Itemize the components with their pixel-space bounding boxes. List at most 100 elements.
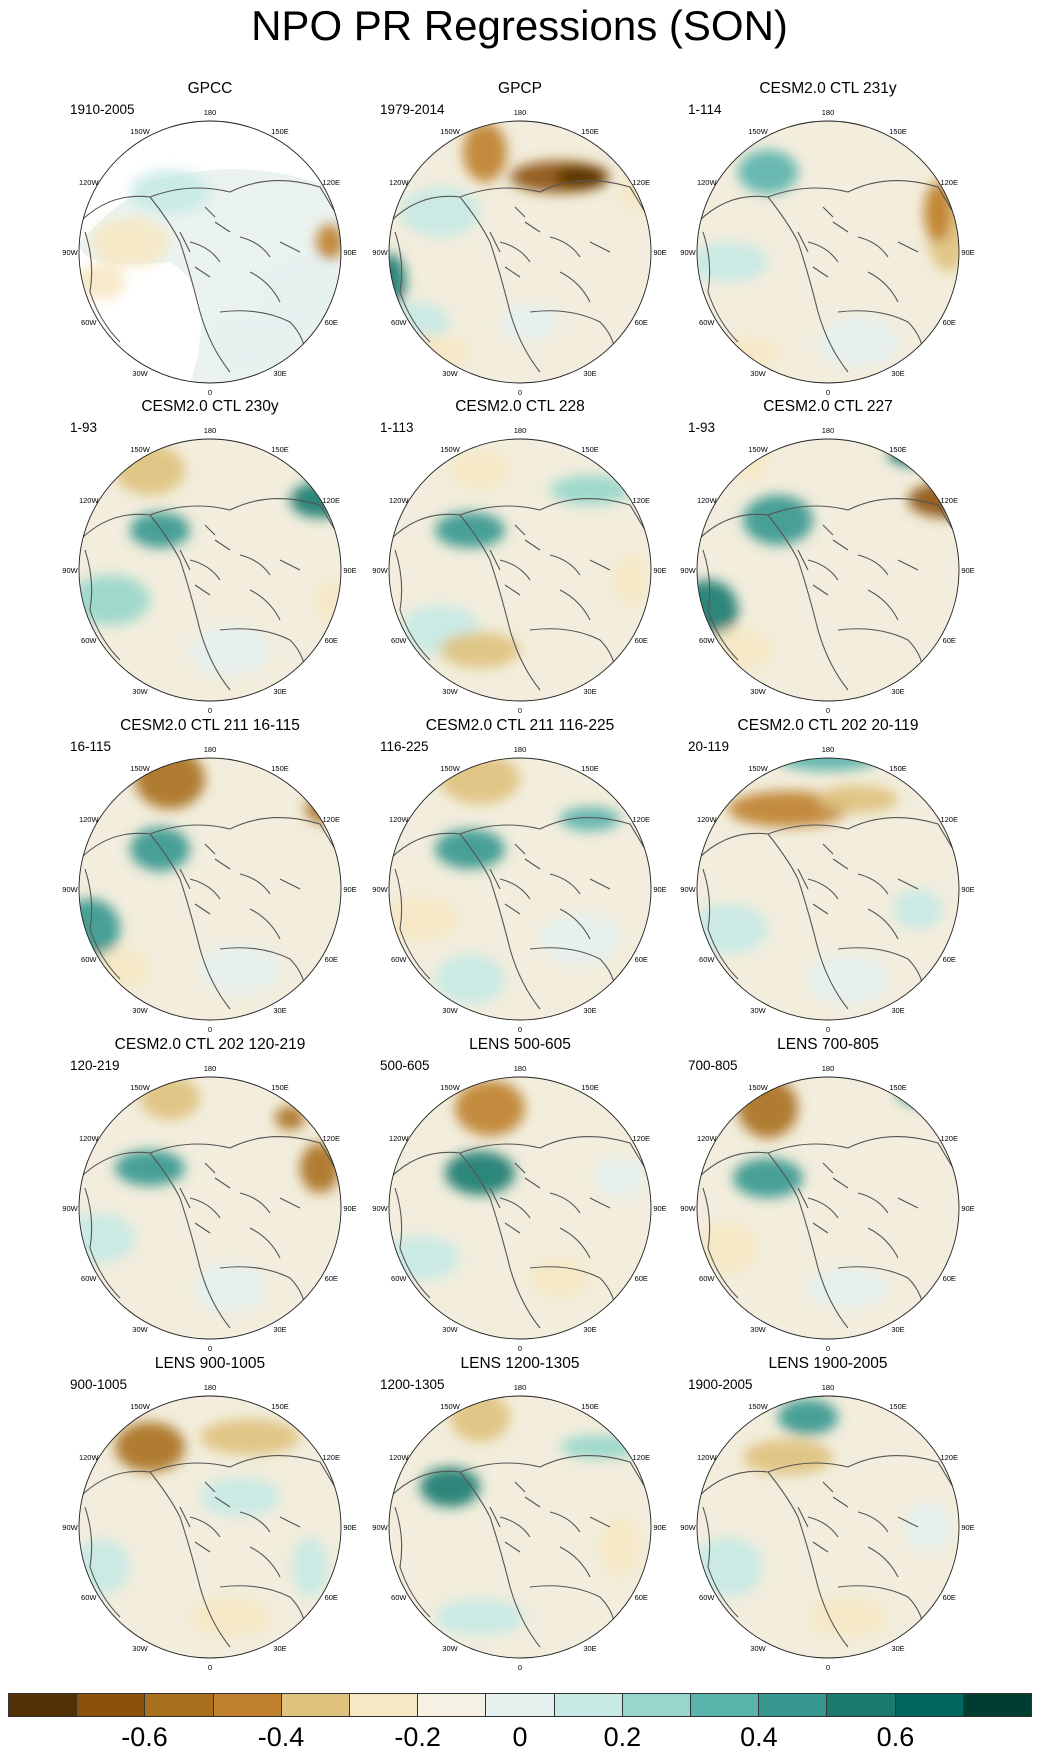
longitude-label: 60E	[325, 955, 338, 964]
longitude-label: 90E	[961, 1204, 974, 1213]
longitude-label: 60E	[635, 318, 648, 327]
colorbar-label: 0	[512, 1722, 528, 1752]
longitude-label: 30W	[750, 369, 766, 378]
longitude-label: 150E	[271, 1402, 289, 1411]
coastlines	[79, 180, 336, 373]
longitude-label: 60E	[943, 318, 956, 327]
panel-period: 900-1005	[70, 1377, 128, 1392]
longitude-label: 0	[518, 706, 522, 715]
longitude-label: 180	[822, 1064, 835, 1073]
longitude-label: 0	[518, 1344, 522, 1353]
map-boundary	[78, 438, 342, 702]
map-panel: 180 150E 120E 90E 60E 30E 0 30W 60W 90W 120W 150W CE…	[60, 1036, 360, 1353]
map-boundary	[388, 1076, 652, 1340]
longitude-label: 90W	[62, 885, 78, 894]
polar-map: 180 150E 120E 90E 60E 30E 0 30W 60W 90W 120W 150W	[372, 1064, 666, 1353]
longitude-label: 120W	[697, 1453, 718, 1462]
longitude-label: 90E	[961, 885, 974, 894]
longitude-label: 30W	[132, 369, 148, 378]
longitude-label: 0	[208, 1025, 212, 1034]
longitude-label: 120W	[79, 496, 100, 505]
longitude-label: 30E	[583, 687, 596, 696]
longitude-label: 60E	[635, 955, 648, 964]
colorbar-label: -0.4	[257, 1722, 305, 1752]
longitude-label: 90E	[343, 566, 356, 575]
anomaly-blob	[205, 314, 295, 370]
longitude-label: 0	[208, 388, 212, 397]
precip-field	[79, 439, 341, 701]
longitude-label: 120E	[940, 815, 958, 824]
longitude-label: 30E	[273, 1325, 286, 1334]
longitude-label: 90W	[62, 248, 78, 257]
map-boundary	[388, 1395, 652, 1659]
anomaly-blob	[778, 1399, 838, 1435]
longitude-label: 120E	[322, 1453, 340, 1462]
anomaly-blob	[195, 1263, 265, 1313]
longitude-label: 150W	[748, 764, 769, 773]
longitude-label: 60W	[391, 318, 407, 327]
map-panel: 180 150E 120E 90E 60E 30E 0 30W 60W 90W 120W 150W LE…	[370, 1355, 670, 1672]
precip-field	[389, 439, 651, 701]
colorbar-swatch	[350, 1694, 419, 1716]
longitude-label: 90E	[653, 885, 666, 894]
longitude-label: 30W	[442, 1006, 458, 1015]
longitude-label: 120E	[940, 178, 958, 187]
precip-field	[697, 1077, 959, 1339]
coastlines	[389, 1455, 646, 1648]
polar-map: 180 150E 120E 90E 60E 30E 0 30W 60W 90W 120W 150W	[680, 1383, 974, 1672]
anomaly-blob	[733, 1158, 803, 1198]
longitude-label: 0	[208, 706, 212, 715]
polar-map: 180 150E 120E 90E 60E 30E 0 30W 60W 90W 120W 150W	[62, 1383, 356, 1672]
longitude-label: 120E	[322, 1134, 340, 1143]
anomaly-blob	[90, 949, 150, 989]
longitude-label: 150E	[889, 1402, 907, 1411]
precip-field	[697, 1396, 959, 1658]
longitude-label: 60W	[391, 636, 407, 645]
colorbar-label: 0.6	[876, 1722, 915, 1752]
coastlines	[79, 817, 336, 1010]
map-boundary	[388, 757, 652, 1021]
panel-period: 1979-2014	[380, 102, 445, 117]
longitude-label: 90W	[680, 566, 696, 575]
map-boundary	[78, 1395, 342, 1659]
anomaly-blob	[190, 625, 270, 675]
panel-title: CESM2.0 CTL 227	[763, 398, 893, 415]
longitude-label: 0	[826, 1663, 830, 1672]
anomaly-blob	[450, 450, 510, 490]
longitude-label: 120W	[389, 815, 410, 824]
panel-period: 20-119	[688, 739, 730, 754]
longitude-label: 150W	[130, 1402, 151, 1411]
longitude-label: 180	[514, 426, 527, 435]
anomaly-blob	[90, 217, 170, 267]
longitude-label: 120W	[697, 815, 718, 824]
map-panel: 180 150E 120E 90E 60E 30E 0 30W 60W 90W 120W 150W CE…	[678, 80, 978, 397]
anomaly-blob	[435, 1599, 525, 1635]
longitude-label: 30W	[442, 1644, 458, 1653]
coastlines	[79, 1455, 336, 1648]
longitude-label: 90W	[62, 1204, 78, 1213]
coastlines	[697, 498, 954, 691]
longitude-label: 60E	[325, 1274, 338, 1283]
anomaly-blob	[200, 1419, 300, 1455]
anomaly-blob	[275, 1106, 305, 1130]
longitude-label: 150W	[748, 445, 769, 454]
colorbar-swatch	[281, 1694, 351, 1716]
coastlines	[389, 498, 646, 691]
longitude-label: 60E	[325, 1593, 338, 1602]
anomaly-blob	[420, 1467, 480, 1507]
longitude-label: 150E	[271, 764, 289, 773]
anomaly-blob	[697, 242, 768, 282]
longitude-label: 0	[208, 1344, 212, 1353]
polar-map: 180 150E 120E 90E 60E 30E 0 30W 60W 90W 120W 150W	[372, 426, 666, 715]
panel-period: 120-219	[70, 1058, 120, 1073]
longitude-label: 150W	[130, 127, 151, 136]
anomaly-blob	[130, 827, 190, 871]
coastlines	[697, 817, 954, 1010]
longitude-label: 180	[514, 745, 527, 754]
longitude-label: 120E	[940, 496, 958, 505]
colorbar-label: -0.2	[394, 1722, 441, 1752]
panel-title: LENS 900-1005	[154, 1355, 266, 1372]
map-boundary	[696, 438, 960, 702]
longitude-label: 150E	[581, 764, 599, 773]
longitude-label: 30W	[132, 1325, 148, 1334]
